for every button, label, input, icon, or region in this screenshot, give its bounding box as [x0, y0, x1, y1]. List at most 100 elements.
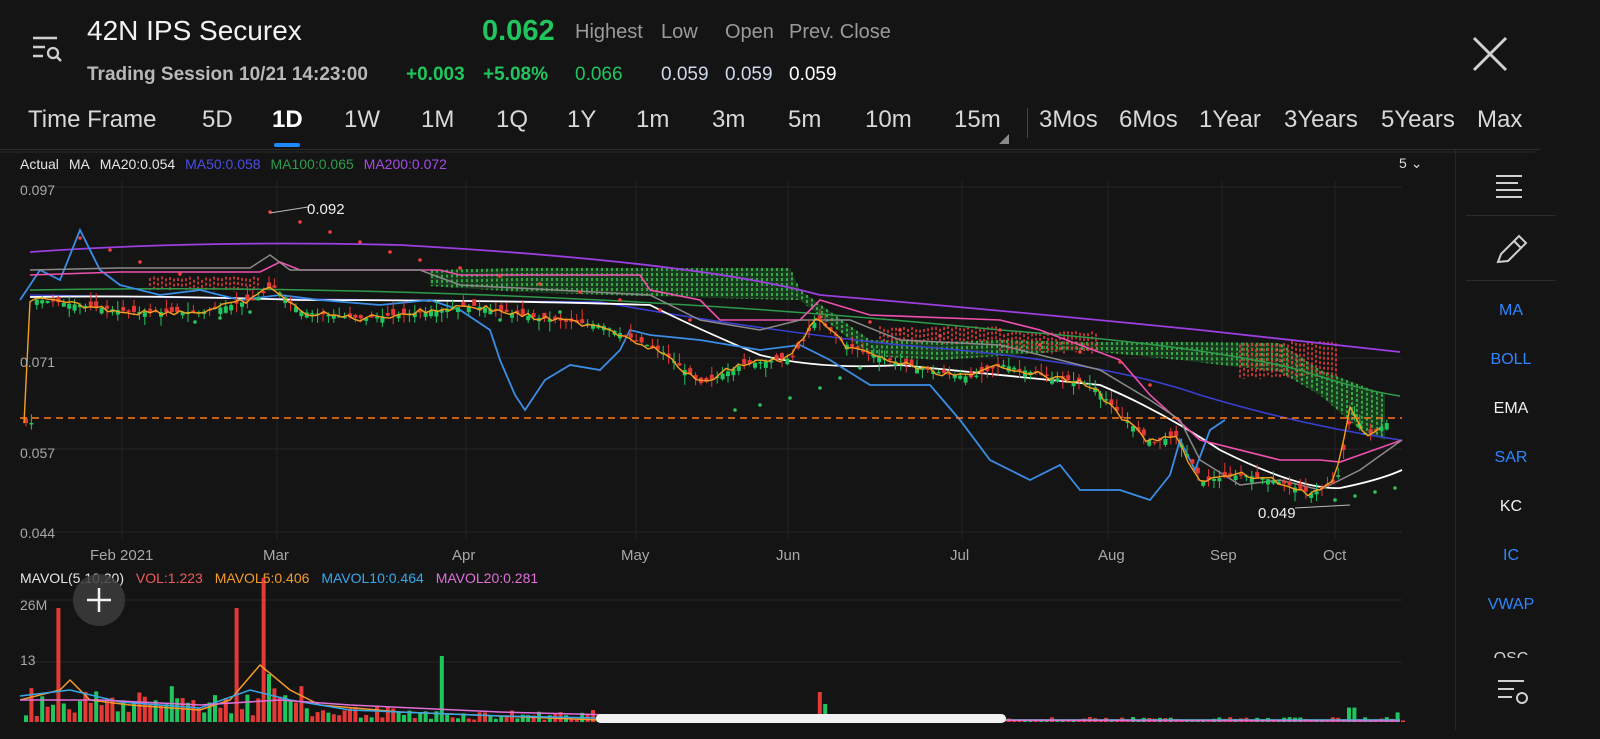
candle-body [736, 366, 741, 372]
tab-3mos[interactable]: 3Mos [1039, 106, 1098, 133]
x-tick-aug: Aug [1098, 547, 1125, 564]
candle-body [283, 297, 288, 304]
volume-bar [40, 696, 45, 722]
volume-bar [256, 698, 261, 722]
chevron-down-icon: ⌄ [1410, 155, 1423, 171]
candle-body [434, 310, 439, 317]
tab-1y[interactable]: 1Y [567, 106, 597, 133]
tab-5years[interactable]: 5Years [1381, 106, 1455, 133]
candle-body [1120, 416, 1125, 419]
candle-body [1071, 381, 1076, 387]
draw-pencil-icon[interactable] [1456, 232, 1566, 271]
indicator-sar[interactable]: SAR [1494, 449, 1528, 466]
candle-body [1012, 367, 1017, 370]
candle-body [709, 374, 714, 380]
indicator-settings-icon[interactable] [1456, 675, 1566, 714]
candle-body [801, 339, 806, 342]
candle-body [628, 333, 633, 338]
candle-body [121, 306, 126, 311]
volume-bar [261, 578, 266, 722]
volume-bar [531, 715, 536, 722]
candle-body [83, 305, 88, 308]
indicator-osc[interactable]: OSC [1456, 650, 1566, 658]
sar-dot-red [418, 258, 422, 262]
sar-dot-red [108, 248, 112, 252]
indicator-kc[interactable]: KC [1499, 498, 1523, 515]
candle-body [753, 362, 757, 368]
volume-bar [213, 695, 217, 722]
sar-dot-red [78, 236, 82, 240]
add-indicator-button[interactable] [73, 574, 125, 626]
tab-1year[interactable]: 1Year [1199, 106, 1261, 133]
candle-body [1384, 423, 1389, 430]
tab-1w[interactable]: 1W [344, 106, 380, 133]
candle-body [936, 372, 941, 374]
volume-bar [423, 711, 428, 722]
close-icon[interactable] [1470, 34, 1510, 74]
indicator-ic[interactable]: IC [1503, 547, 1519, 564]
volume-bar [283, 695, 288, 722]
candle-body [790, 355, 795, 358]
candle-body [348, 313, 352, 318]
sar-dot-green [498, 318, 502, 322]
y-tick-3: 0.044 [20, 525, 56, 541]
candle-body [169, 307, 174, 312]
tab-15min[interactable]: 15m [954, 106, 1001, 133]
home-indicator[interactable] [596, 714, 1006, 723]
stock-title: 42N IPS Securex [87, 15, 302, 46]
sar-dot-green [818, 386, 822, 390]
indicator-ema[interactable]: EMA [1493, 400, 1529, 417]
candle-body [812, 322, 817, 328]
volume-bar [369, 717, 374, 722]
indicator-vwap[interactable]: VWAP [1487, 596, 1535, 613]
tab-3min[interactable]: 3m [712, 106, 746, 133]
sar-dot-red [458, 266, 462, 270]
tab-max[interactable]: Max [1477, 106, 1523, 133]
candle-body [817, 315, 822, 321]
tab-1q[interactable]: 1Q [496, 106, 529, 133]
tab-1min[interactable]: 1m [636, 106, 670, 133]
candle-body [1017, 368, 1022, 371]
volume-bar [61, 703, 66, 722]
candle-body [1125, 421, 1130, 423]
tab-10min[interactable]: 10m [865, 106, 912, 133]
candle-body [1114, 406, 1119, 411]
candle-body [456, 307, 460, 313]
tab-5min[interactable]: 5m [788, 106, 822, 133]
candle-body [353, 314, 358, 318]
volume-bar [331, 714, 336, 722]
tab-6mos[interactable]: 6Mos [1119, 106, 1178, 133]
more-timeframes-indicator[interactable] [999, 134, 1009, 144]
settings-list-icon[interactable] [1456, 170, 1566, 205]
candle-body [105, 305, 109, 309]
tab-5d[interactable]: 5D [202, 106, 233, 133]
candle-body [547, 319, 552, 322]
indicator-boll[interactable]: BOLL [1490, 351, 1532, 368]
candle-body [990, 366, 995, 369]
sar-dot-green [528, 314, 532, 318]
candle-body [1271, 480, 1276, 484]
menu-search-icon[interactable] [30, 32, 64, 66]
sar-dot-red [1118, 360, 1122, 364]
volume-bar [126, 711, 131, 722]
volume-bar [418, 713, 423, 722]
tab-1m[interactable]: 1M [421, 106, 455, 133]
ma-count-value: 5 [1399, 155, 1407, 171]
candle-body [1233, 475, 1238, 481]
volume-bar [1401, 720, 1405, 722]
tab-1d[interactable]: 1D [272, 106, 303, 133]
candle-body [1190, 459, 1195, 464]
tab-3years[interactable]: 3Years [1284, 106, 1358, 133]
candle-body [191, 310, 196, 312]
trading-session: Trading Session 10/21 14:23:00 [87, 64, 368, 85]
volume-bar [250, 715, 255, 722]
volume-bar [137, 692, 142, 722]
x-tick-feb: Feb 2021 [90, 547, 154, 564]
volume-bar [337, 715, 342, 722]
legend-vol: VOL:1.223 [135, 570, 203, 586]
ma-count-dropdown[interactable]: 5 ⌄ [1399, 155, 1422, 172]
candle-body [1201, 480, 1206, 486]
indicator-ma[interactable]: MA [1499, 302, 1523, 319]
candle-body [1082, 382, 1087, 385]
